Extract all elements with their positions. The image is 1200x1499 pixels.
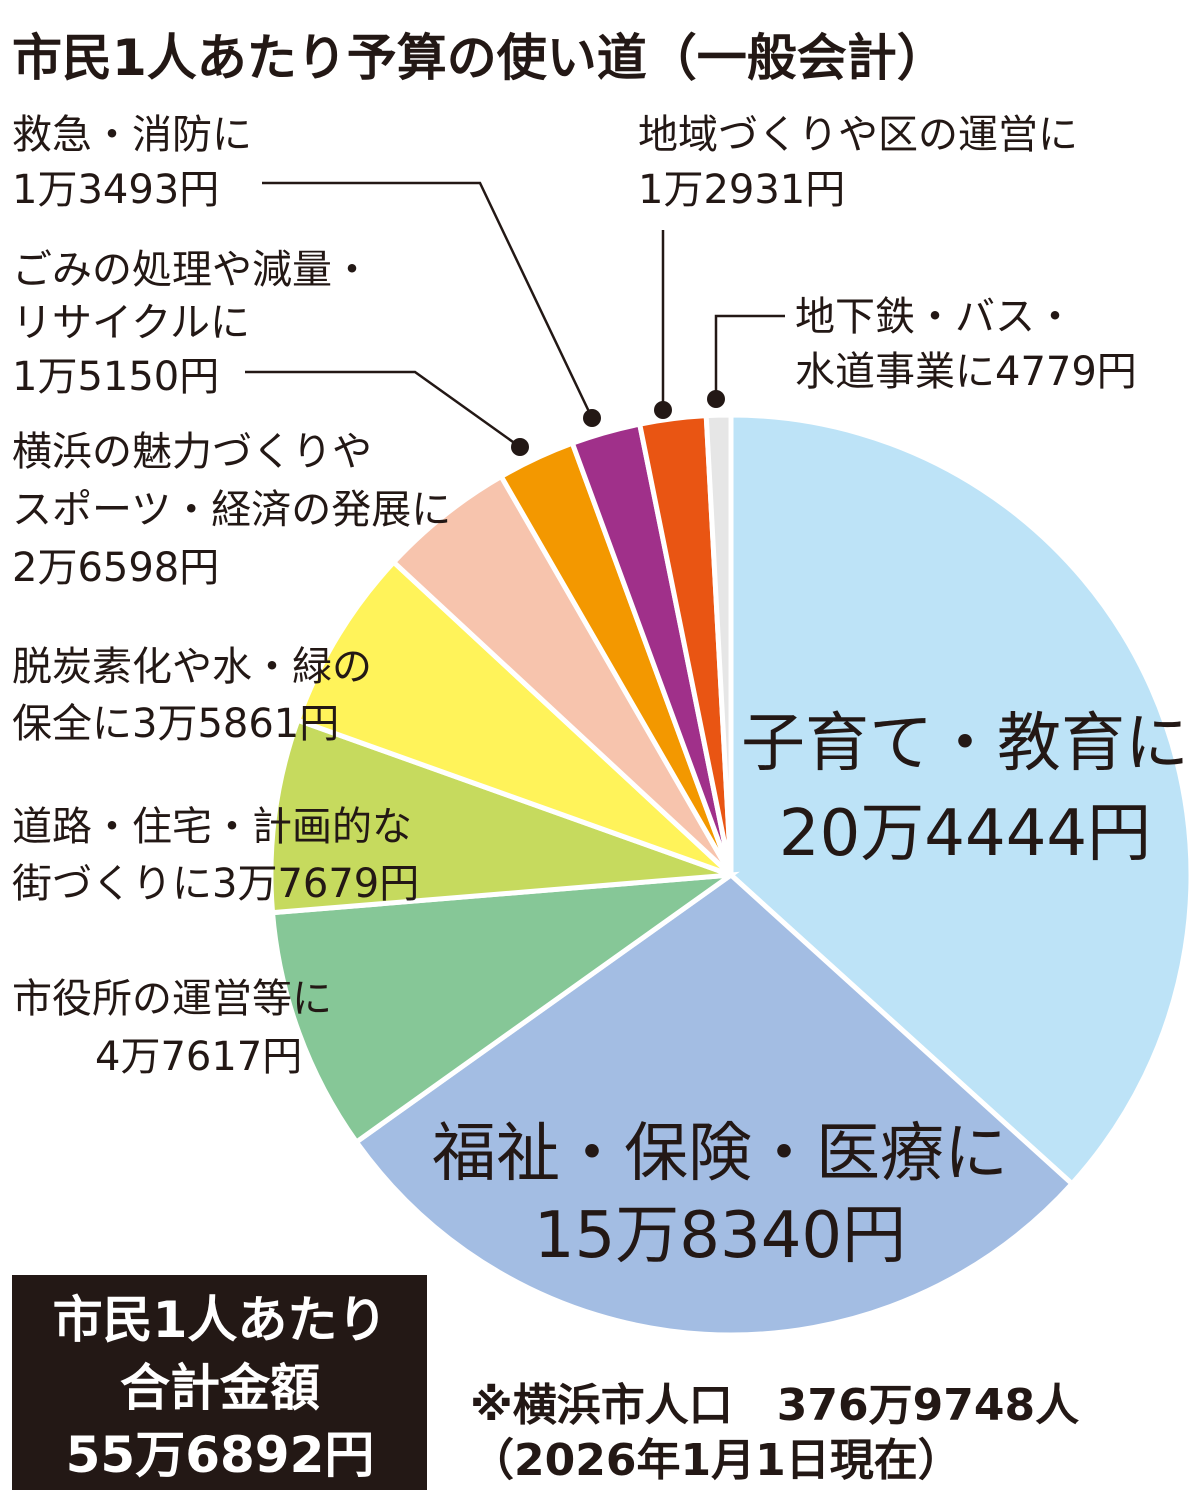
label-garbage-2: リサイクルに [12,300,250,346]
label-childcare-2: 20万4444円 [779,797,1151,871]
label-attraction-1: 横浜の魅力づくりや [12,429,372,475]
label-decarbon-1: 脱炭素化や水・緑の [12,644,372,690]
leader-dot-transit [707,390,725,408]
label-cityhall-2: 4万7617円 [95,1034,302,1080]
pie-slice-4 [294,558,733,878]
total-box-line-2: 合計金額 [120,1359,320,1417]
label-attraction-2: スポーツ・経済の発展に [12,487,451,533]
pie-slice-0 [728,412,1194,1188]
label-transit-1: 地下鉄・バス・ [795,294,1075,340]
pie-slice-9 [703,412,734,876]
label-transit-2: 水道事業に4779円 [795,349,1137,395]
label-welfare-1: 福祉・保険・医療に [432,1117,1008,1191]
label-childcare-1: 子育て・教育に [741,707,1189,781]
leader-line-fire [262,181,594,419]
leader-line-garbage [245,370,521,449]
total-box-line-1: 市民1人あたり [53,1291,388,1349]
total-box-line-3: 55万6892円 [66,1426,375,1484]
label-decarbon-2: 保全に3万5861円 [12,701,339,747]
pie-slices [268,412,1194,1338]
label-community-2: 1万2931円 [638,167,845,213]
label-fire-2: 1万3493円 [12,167,219,213]
leader-dot-community [654,401,672,419]
total-box [12,1275,427,1490]
label-roads-1: 道路・住宅・計画的な [12,804,412,850]
leader-dot-garbage [511,438,529,456]
label-garbage-1: ごみの処理や減量・ [12,247,372,293]
chart-title: 市民1人あたり予算の使い道（一般会計） [12,29,947,87]
leader-line-transit [714,314,785,399]
pie-slice-2 [269,871,740,1146]
label-welfare-2: 15万8340円 [534,1199,906,1273]
population-note-1: ※横浜市人口 376万9748人 [470,1380,1079,1431]
label-community-1: 地域づくりや区の運営に [638,112,1078,158]
population-note-2: （2026年1月1日現在） [470,1435,962,1486]
label-cityhall-1: 市役所の運営等に [12,976,332,1022]
leader-dot-fire [583,409,601,427]
pie-slice-3 [268,717,732,916]
label-attraction-3: 2万6598円 [12,545,219,591]
label-roads-2: 街づくりに3万7679円 [12,861,419,907]
label-garbage-3: 1万5150円 [12,354,219,400]
label-fire-1: 救急・消防に [12,112,252,158]
pie-slice-1 [352,871,1076,1338]
